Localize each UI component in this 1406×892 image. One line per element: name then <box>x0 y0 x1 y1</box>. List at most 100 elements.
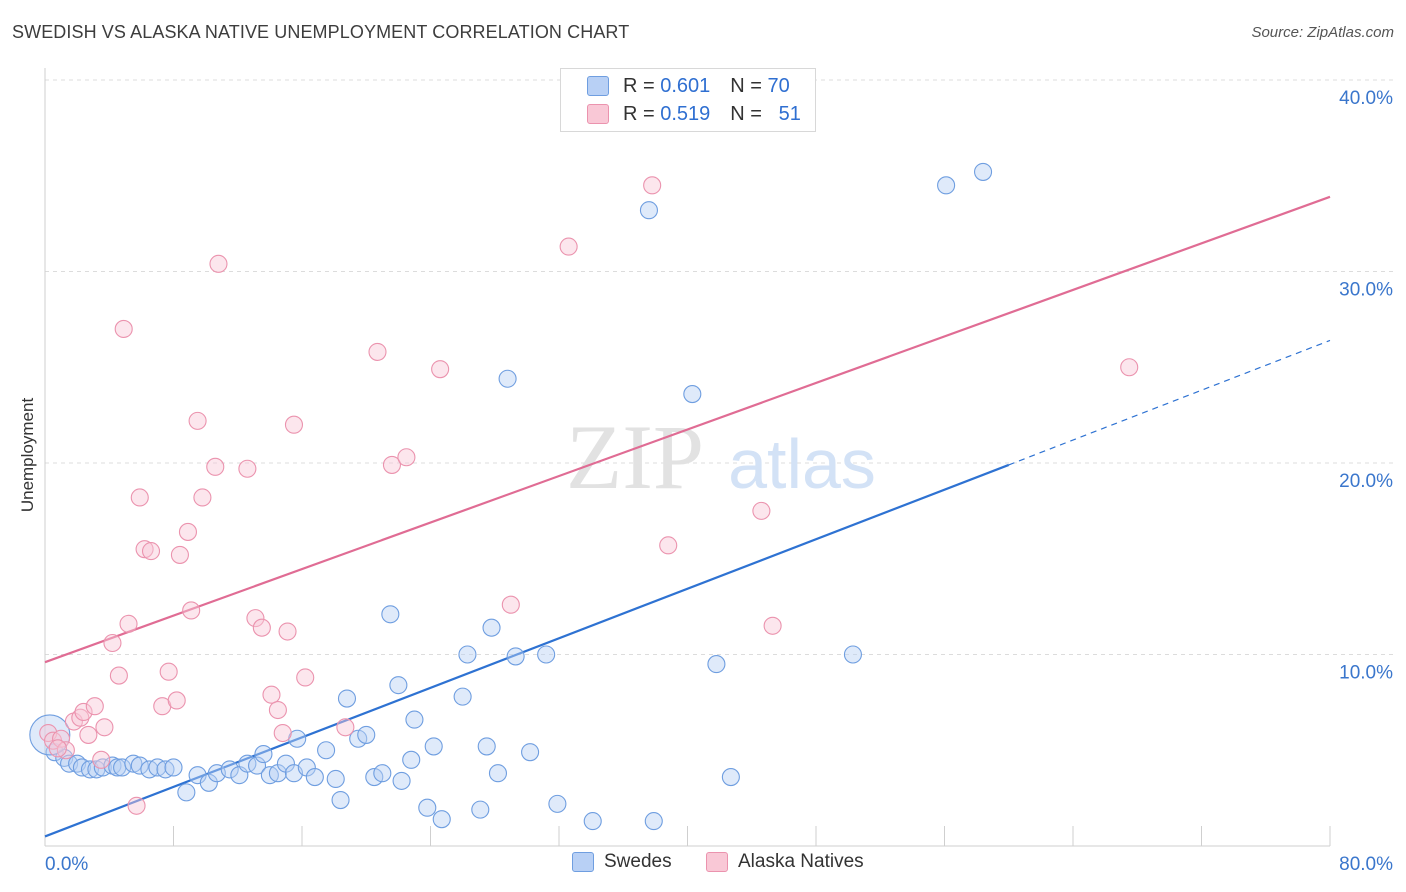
swedes-point <box>381 605 400 624</box>
alaska-natives-point <box>278 622 297 641</box>
swedes-point <box>124 754 143 773</box>
data-points <box>29 162 1139 831</box>
swedes-point <box>177 783 196 802</box>
alaska-natives-point <box>209 254 228 273</box>
gridlines <box>45 79 1395 655</box>
swedes-point <box>453 687 472 706</box>
swedes-trend-line <box>44 463 1010 838</box>
swedes-point <box>337 689 357 708</box>
alaska-natives-point <box>119 614 138 633</box>
swedes-point <box>130 756 149 775</box>
y-tick-label: 40.0% <box>1339 88 1393 109</box>
swedes-point <box>113 758 132 777</box>
alaska-natives-point <box>382 455 402 474</box>
source-label: Source: ZipAtlas.com <box>1251 24 1394 41</box>
alaska-natives-point <box>238 459 257 478</box>
alaska-natives-point <box>130 488 149 507</box>
alaska-natives-legend-label: Alaska Natives <box>738 851 864 872</box>
alaska-natives-point <box>182 601 201 620</box>
n-label: N = <box>730 74 762 97</box>
swedes-point <box>583 812 602 831</box>
swedes-swatch <box>587 76 609 96</box>
swedes-point <box>392 771 411 790</box>
r-label: R = <box>623 74 655 97</box>
swedes-point <box>521 743 540 762</box>
swedes-point <box>254 745 273 764</box>
alaska-natives-swatch <box>587 104 609 124</box>
swedes-legend-label: Swedes <box>604 851 672 872</box>
alaska-natives-point <box>79 725 98 744</box>
y-tick-label: 30.0% <box>1339 280 1393 301</box>
alaska-natives-point <box>246 609 265 628</box>
trend-lines <box>44 195 1331 838</box>
alaska-natives-point <box>167 691 186 710</box>
swedes-point <box>471 800 490 819</box>
alaska-natives-point <box>284 415 304 434</box>
alaska-natives-point <box>1120 358 1139 377</box>
alaska-natives-point <box>763 616 782 635</box>
alaska-natives-point <box>178 522 198 541</box>
alaska-natives-point <box>273 723 292 743</box>
swedes-point <box>683 385 702 404</box>
y-tick-label: 10.0% <box>1339 663 1393 684</box>
alaska-natives-point <box>296 668 315 687</box>
alaska-natives-point <box>188 411 207 430</box>
alaska-natives-point <box>92 750 111 769</box>
watermark-atlas: atlas <box>728 425 876 503</box>
alaska-natives-point <box>170 545 189 564</box>
swedes-trend-extension <box>1008 339 1331 466</box>
swedes-point <box>488 764 508 783</box>
alaska-natives-point <box>336 718 355 737</box>
swedes-point <box>317 741 336 760</box>
alaska-natives-point <box>752 501 771 520</box>
x-tick-label-min: 0.0% <box>45 854 88 875</box>
alaska-natives-n-value: 51 <box>778 102 801 125</box>
alaska-natives-r-value: 0.519 <box>660 102 711 125</box>
legend-row-swedes: R = 0.601 N = 70 <box>587 73 790 99</box>
swedes-point <box>164 758 183 777</box>
tick-labels: 10.0% 20.0% 30.0% 40.0% 0.0% 80.0% <box>45 88 1393 875</box>
alaska-natives-point <box>501 595 520 614</box>
swedes-point <box>482 618 501 637</box>
alaska-natives-point <box>159 662 178 681</box>
swedes-point <box>843 645 862 664</box>
axes <box>44 68 1331 847</box>
chart-title: SWEDISH VS ALASKA NATIVE UNEMPLOYMENT CO… <box>12 22 630 42</box>
swedes-point <box>402 750 421 769</box>
alaska-natives-point <box>262 685 281 704</box>
swedes-point <box>331 790 350 810</box>
alaska-natives-point <box>368 342 387 361</box>
alaska-natives-point <box>397 448 416 467</box>
legend-item-swedes[interactable]: Swedes <box>572 851 672 873</box>
swedes-point <box>639 201 659 220</box>
alaska-natives-point <box>103 633 122 653</box>
legend-item-alaska-natives[interactable]: Alaska Natives <box>706 851 864 873</box>
alaska-natives-point <box>127 796 146 815</box>
alaska-natives-trend-line <box>44 195 1331 664</box>
swedes-point <box>937 176 956 195</box>
n-label: N = <box>730 102 762 125</box>
alaska-natives-point <box>206 457 225 476</box>
alaska-natives-point <box>71 708 90 727</box>
swedes-point <box>537 645 556 664</box>
swedes-point <box>305 768 324 787</box>
r-label: R = <box>623 102 655 125</box>
alaska-natives-point <box>52 729 71 748</box>
swedes-point <box>424 737 443 756</box>
alaska-natives-point <box>95 718 114 737</box>
alaska-natives-point <box>643 176 662 195</box>
swedes-point <box>247 756 267 775</box>
alaska-natives-point <box>135 540 154 559</box>
swedes-point <box>548 794 567 813</box>
swedes-point <box>644 812 663 831</box>
y-tick-label: 20.0% <box>1339 471 1393 492</box>
legend-row-alaska-natives: R = 0.519 N = 51 <box>587 101 801 127</box>
swedes-point <box>432 810 451 829</box>
watermark: ZIP atlas <box>566 406 876 508</box>
alaska-natives-point <box>559 237 578 256</box>
alaska-natives-legend-swatch <box>706 852 728 872</box>
alaska-natives-point <box>85 697 104 716</box>
x-tick-label-max: 80.0% <box>1339 854 1393 875</box>
swedes-point <box>506 647 525 666</box>
swedes-point <box>357 725 376 744</box>
